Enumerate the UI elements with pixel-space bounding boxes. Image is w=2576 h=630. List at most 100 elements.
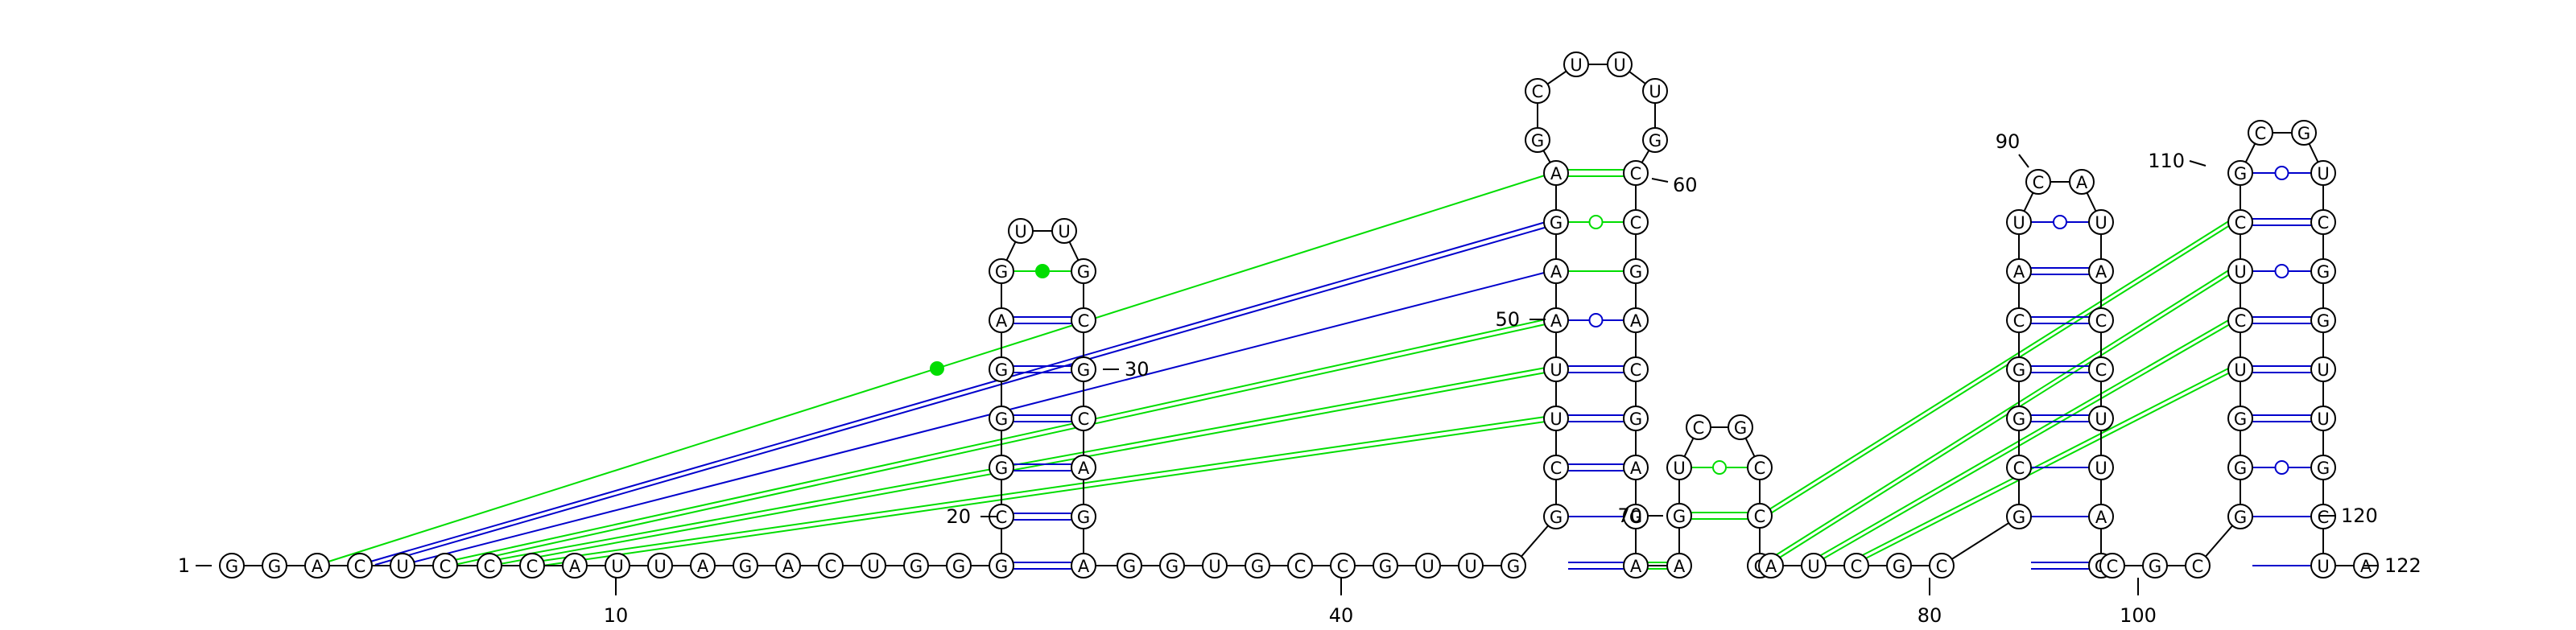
position-labels: 1 10 20 30 40 50 60 70 80 90 100 110 120… (178, 130, 2421, 627)
nucleotide: U (1642, 78, 1668, 104)
long-range-pair (490, 367, 1546, 566)
svg-text:A: A (1765, 557, 1777, 576)
nucleotide: G (2006, 356, 2032, 382)
svg-text:C: C (1693, 418, 1705, 438)
nucleotide: C (347, 553, 373, 579)
svg-text:A: A (1630, 459, 1642, 478)
svg-text:C: C (1754, 507, 1766, 526)
nucleotide: C (1543, 455, 1569, 480)
nucleotide: C (1843, 553, 1869, 579)
svg-text:C: C (2235, 311, 2247, 331)
svg-text:G: G (952, 557, 965, 576)
nucleotide: A (1071, 553, 1096, 579)
long-range-pair (1769, 220, 2231, 515)
svg-text:U: U (1014, 222, 1026, 241)
base-pair (1013, 414, 1071, 422)
svg-text:G: G (2013, 410, 2025, 429)
nucleotide: A (1758, 553, 1784, 579)
svg-text:U: U (2317, 164, 2329, 183)
nucleotide: G (1245, 553, 1270, 579)
base-pair (2252, 365, 2311, 373)
nucleotide: A (1623, 307, 1649, 333)
svg-text:G: G (1673, 507, 1686, 526)
nucleotide: A (2088, 258, 2114, 284)
svg-text:C: C (2318, 213, 2330, 233)
nucleotide: U (647, 553, 673, 579)
interaction-marker (930, 361, 944, 376)
svg-text:C: C (2235, 213, 2247, 233)
nucleotide: G (989, 258, 1014, 284)
nucleotide: G (1117, 553, 1142, 579)
svg-text:G: G (910, 557, 923, 576)
nucleotide: A (2006, 258, 2032, 284)
stem-base-pairs (1013, 166, 2311, 570)
nucleotide: C (432, 553, 458, 579)
svg-text:G: G (2149, 557, 2161, 576)
base-pair (1691, 512, 1748, 520)
svg-text:U: U (2095, 410, 2107, 429)
nucleotide: C (2088, 307, 2114, 333)
svg-text:U: U (1807, 557, 1819, 576)
svg-text:U: U (2234, 262, 2246, 282)
svg-text:G: G (2234, 459, 2247, 478)
nucleotide: C (1071, 406, 1096, 431)
nucleotide: C (1747, 503, 1773, 529)
svg-text:G: G (1629, 410, 1642, 429)
base-pair (2252, 166, 2311, 180)
nucleotide: G (219, 553, 245, 579)
nucleotide: G (1373, 553, 1398, 579)
position-label: 1 (178, 554, 190, 577)
nucleotide: A (1623, 553, 1649, 579)
nucleotide: G (1728, 414, 1753, 440)
svg-text:G: G (2317, 311, 2330, 331)
nucleotide: G (1501, 553, 1526, 579)
nucleotide: C (1929, 553, 1955, 579)
svg-text:G: G (1379, 557, 1392, 576)
nucleotide: G (1071, 258, 1096, 284)
svg-text:G: G (995, 459, 1008, 478)
base-pair (1691, 460, 1748, 475)
svg-text:U: U (1464, 557, 1476, 576)
nucleotide: G (1159, 553, 1185, 579)
base-pair (1568, 169, 1624, 177)
svg-text:G: G (1251, 557, 1264, 576)
svg-text:G: G (1123, 557, 1136, 576)
nucleotide: G (2142, 553, 2168, 579)
base-pair (2252, 460, 2311, 475)
nucleotide: A (2069, 169, 2095, 195)
svg-text:C: C (354, 557, 366, 576)
nucleotide: U (1458, 553, 1484, 579)
nucleotide: C (2099, 553, 2125, 579)
svg-text:C: C (2255, 124, 2267, 143)
svg-text:G: G (1649, 131, 1662, 150)
svg-text:G: G (1077, 508, 1090, 527)
position-label: 30 (1125, 358, 1150, 381)
svg-text:U: U (1422, 557, 1434, 576)
svg-text:G: G (2234, 508, 2247, 527)
nucleotide: C (477, 553, 502, 579)
nucleotide: A (690, 553, 716, 579)
svg-text:A: A (1078, 557, 1090, 576)
svg-text:G: G (995, 360, 1008, 380)
base-pair (2252, 264, 2311, 278)
position-label: 100 (2120, 604, 2157, 627)
nucleotide: U (2227, 356, 2253, 382)
nucleotide: G (1071, 504, 1096, 529)
svg-text:A: A (996, 311, 1008, 331)
nucleotide: C (2088, 356, 2114, 382)
base-pair (1648, 562, 1667, 570)
svg-text:U: U (1550, 360, 1562, 380)
svg-text:C: C (2013, 459, 2025, 478)
nucleotide: A (304, 553, 330, 579)
position-label: 122 (2384, 554, 2421, 577)
nucleotide: U (2310, 160, 2336, 186)
svg-text:U: U (1649, 82, 1661, 101)
nucleotide: G (2227, 160, 2253, 186)
svg-text:C: C (996, 508, 1008, 527)
position-label: 60 (1673, 174, 1698, 196)
svg-text:A: A (1630, 557, 1642, 576)
nucleotide: G (2310, 455, 2336, 480)
nucleotide: G (989, 553, 1014, 579)
svg-text:G: G (2317, 459, 2330, 478)
svg-text:C: C (2013, 311, 2025, 331)
